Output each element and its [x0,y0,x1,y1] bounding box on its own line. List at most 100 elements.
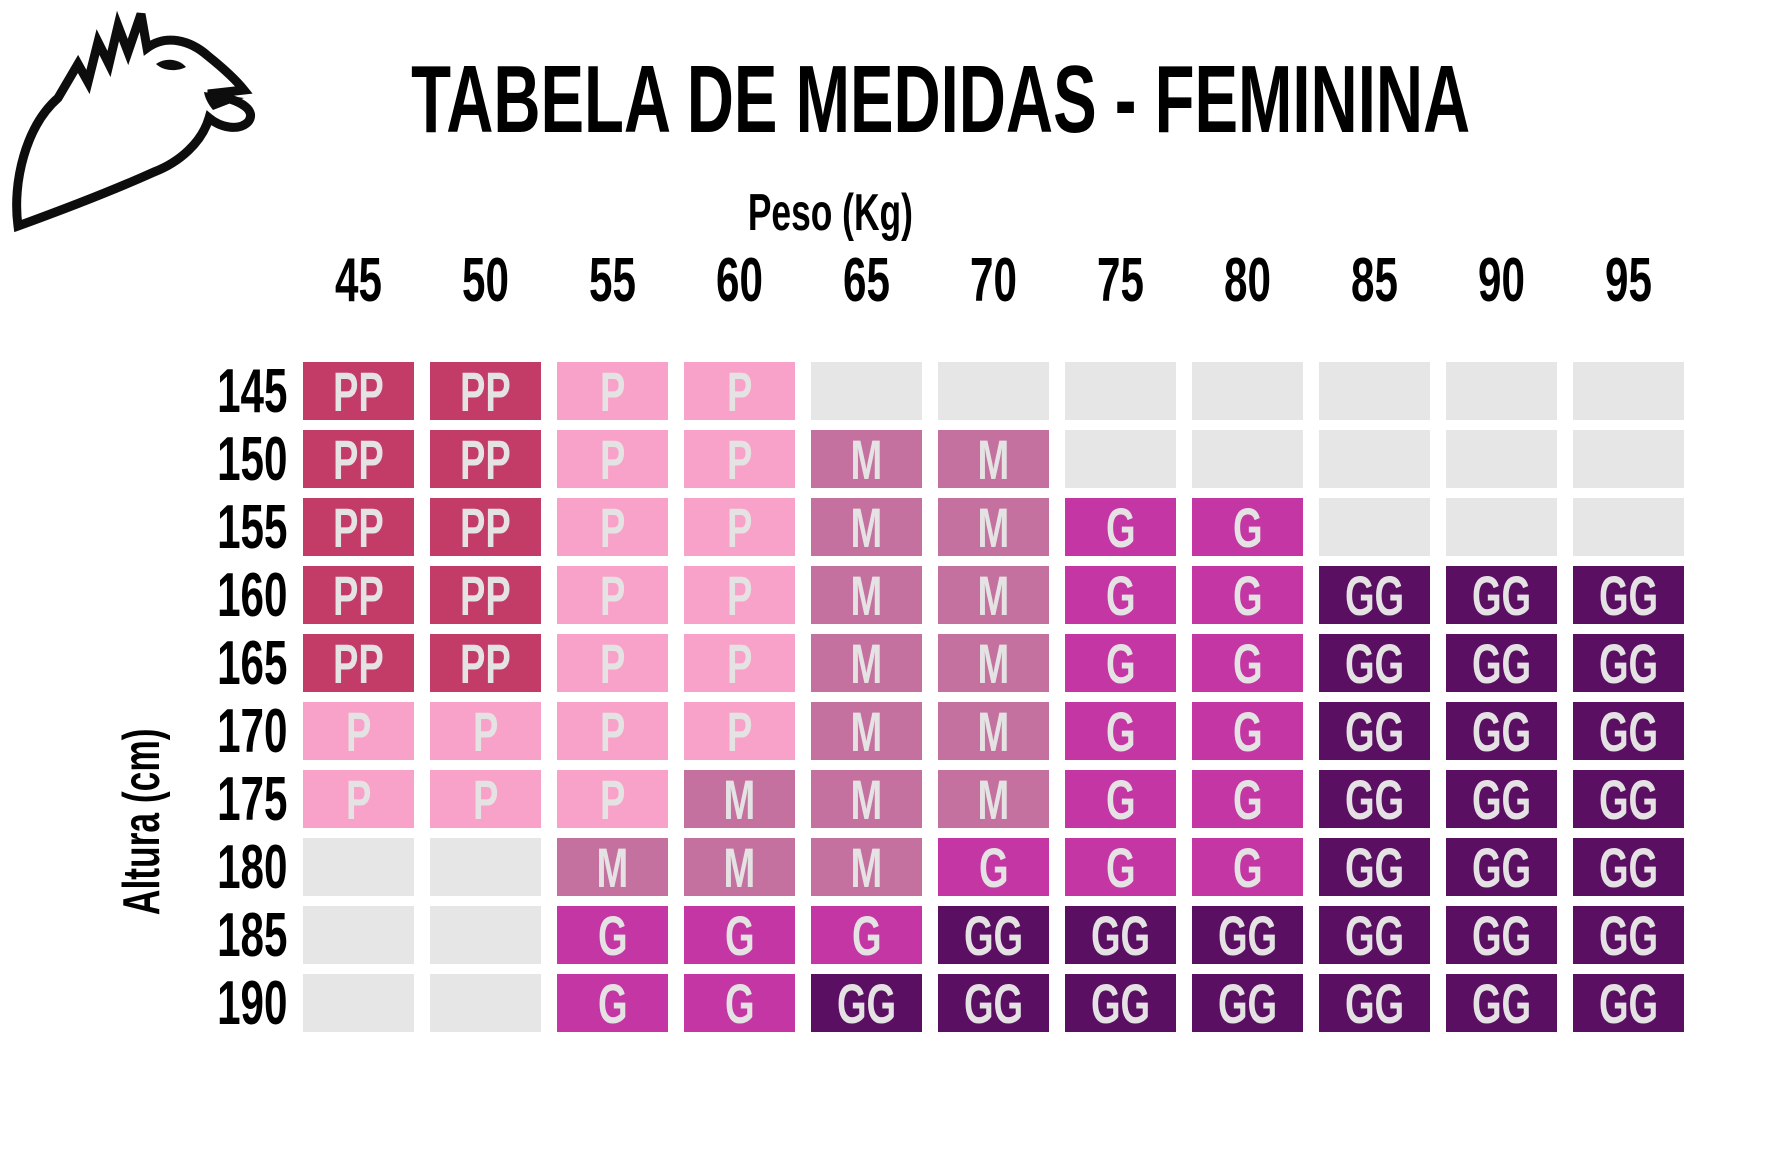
height-axis-label-text: Altura (cm) [113,728,171,916]
size-cell-p: P [557,700,668,763]
size-cell-empty [303,974,414,1032]
size-cell-gg: GG [1446,564,1557,627]
weight-axis-label: Peso (Kg) [303,186,1357,240]
size-cell-empty [1319,498,1430,556]
weight-column-header: 95 [1605,246,1652,315]
size-cell-empty [811,362,922,420]
size-cell-g: G [1192,564,1303,627]
size-cell-p: P [303,700,414,763]
height-row-label: 160 [216,560,287,630]
size-cell-g: G [684,972,795,1035]
size-cell-empty [1446,430,1557,488]
size-cell-g: G [557,972,668,1035]
size-cell-p: P [684,496,795,559]
size-cell-gg: GG [1446,836,1557,899]
size-cell-gg: GG [1192,904,1303,967]
size-cell-p: P [684,632,795,695]
size-cell-gg: GG [1446,972,1557,1035]
weight-column-header: 65 [843,246,890,315]
weight-column-header: 80 [1224,246,1271,315]
size-cell-gg: GG [1192,972,1303,1035]
size-cell-gg: GG [1065,972,1176,1035]
size-cell-g: G [1065,564,1176,627]
size-cell-gg: GG [1573,904,1684,967]
page-title: TABELA DE MEDIDAS - FEMININA [110,50,1772,150]
size-cell-pp: PP [303,428,414,491]
size-cell-m: M [811,428,922,491]
size-cell-m: M [811,564,922,627]
size-cell-gg: GG [811,972,922,1035]
size-cell-empty [1446,362,1557,420]
size-cell-m: M [938,700,1049,763]
size-cell-gg: GG [1573,972,1684,1035]
size-cell-g: G [938,836,1049,899]
size-cell-pp: PP [303,360,414,423]
size-cell-gg: GG [1446,904,1557,967]
size-cell-pp: PP [430,496,541,559]
size-cell-p: P [303,768,414,831]
size-cell-pp: PP [430,564,541,627]
size-cell-pp: PP [430,632,541,695]
weight-column-header: 75 [1097,246,1144,315]
size-cell-m: M [938,632,1049,695]
size-cell-empty [1192,430,1303,488]
weight-column-header: 70 [970,246,1017,315]
size-grid: 145 PP PP P P 150 PP PP P P M M 155 PP PP P P M M G G 160 PP PP… [167,356,1684,1038]
height-row-label: 145 [216,356,287,426]
weight-axis-label-text: Peso (Kg) [747,184,913,242]
size-cell-m: M [938,428,1049,491]
size-cell-p: P [557,428,668,491]
height-row-label: 175 [216,764,287,834]
size-cell-p: P [557,360,668,423]
size-cell-gg: GG [1319,700,1430,763]
height-row-label: 150 [216,424,287,494]
size-cell-gg: GG [1446,768,1557,831]
page-title-text: TABELA DE MEDIDAS - FEMININA [411,46,1471,153]
weight-column-header: 60 [716,246,763,315]
size-cell-empty [430,906,541,964]
size-cell-p: P [557,564,668,627]
size-cell-pp: PP [303,496,414,559]
size-cell-m: M [811,496,922,559]
size-cell-empty [1573,498,1684,556]
height-row-label: 185 [216,900,287,970]
size-cell-empty [1192,362,1303,420]
height-row-label: 165 [216,628,287,698]
size-cell-g: G [1192,768,1303,831]
size-cell-gg: GG [1446,632,1557,695]
weight-column-header: 55 [589,246,636,315]
size-cell-p: P [557,768,668,831]
size-cell-p: P [557,496,668,559]
size-cell-gg: GG [1573,632,1684,695]
size-cell-empty [1446,498,1557,556]
size-cell-gg: GG [1573,700,1684,763]
size-cell-m: M [811,768,922,831]
size-cell-gg: GG [1319,632,1430,695]
size-cell-g: G [1192,836,1303,899]
size-cell-m: M [811,632,922,695]
size-cell-gg: GG [1319,564,1430,627]
size-cell-g: G [1065,632,1176,695]
size-cell-m: M [684,836,795,899]
size-cell-p: P [430,768,541,831]
size-cell-pp: PP [303,632,414,695]
size-cell-gg: GG [938,904,1049,967]
size-cell-p: P [557,632,668,695]
size-cell-p: P [430,700,541,763]
height-row-label: 190 [216,968,287,1038]
size-cell-g: G [1065,700,1176,763]
size-cell-gg: GG [1319,972,1430,1035]
size-cell-empty [430,974,541,1032]
eagle-logo [12,10,255,232]
weight-column-header: 50 [462,246,509,315]
weight-column-header: 90 [1478,246,1525,315]
size-cell-empty [1573,430,1684,488]
size-cell-gg: GG [1319,904,1430,967]
size-cell-gg: GG [1573,768,1684,831]
size-cell-p: P [684,360,795,423]
size-cell-g: G [1065,768,1176,831]
size-cell-m: M [557,836,668,899]
size-cell-p: P [684,564,795,627]
size-cell-gg: GG [1446,700,1557,763]
